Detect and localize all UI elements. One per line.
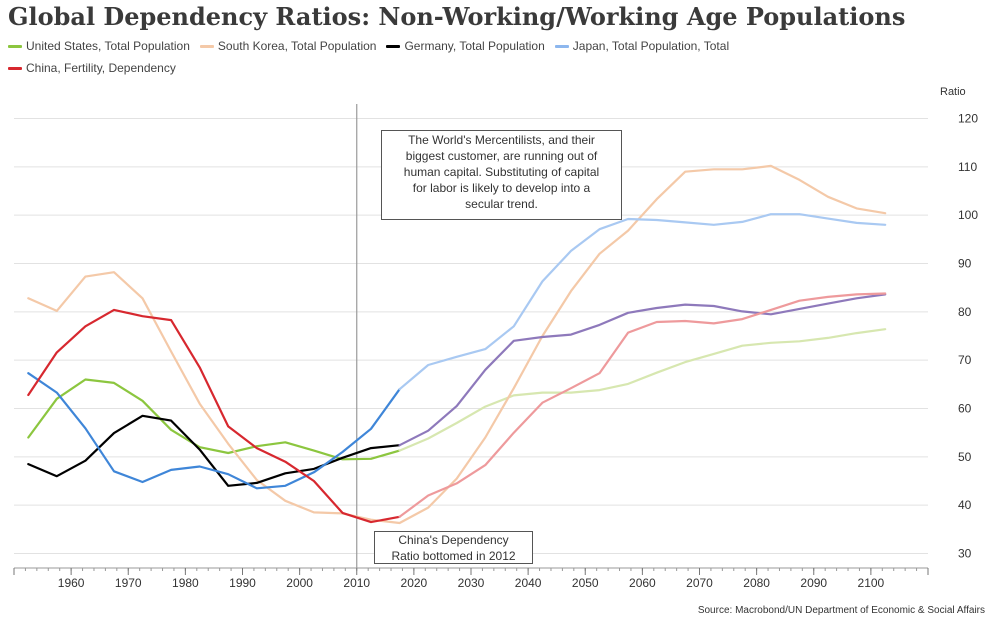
chart-legend: United States, Total Population South Ko… [8, 35, 908, 79]
y-tick-label: 60 [958, 402, 972, 416]
legend-row-1: United States, Total Population South Ko… [8, 35, 908, 57]
chart-title: Global Dependency Ratios: Non-Working/Wo… [8, 2, 906, 31]
series-line-2-historical [27, 414, 401, 487]
y-axis-label: Ratio [940, 86, 966, 98]
legend-label-china: China, Fertility, Dependency [26, 61, 176, 75]
series-line-4-historical [27, 308, 401, 524]
annotation-mercantilists: The World's Mercentilists, and their big… [381, 130, 622, 220]
series-line-0-historical [27, 378, 401, 461]
legend-item-japan: Japan, Total Population, Total [554, 39, 730, 53]
legend-item-us: United States, Total Population [8, 39, 190, 53]
x-tick-label: 2030 [458, 576, 485, 590]
y-tick-label: 80 [958, 305, 972, 319]
annotation-line: secular trend. [465, 197, 538, 211]
series-line-3-historical [27, 372, 401, 490]
x-tick-label: 2020 [401, 576, 428, 590]
annotation-line: Ratio bottomed in 2012 [391, 549, 516, 563]
x-tick-label: 2040 [515, 576, 542, 590]
legend-swatch-germany [386, 44, 401, 48]
x-tick-label: 2050 [572, 576, 599, 590]
x-tick-label: 2100 [858, 576, 885, 590]
series-line-3-projection [398, 213, 887, 391]
legend-label-south-korea: South Korea, Total Population [217, 39, 377, 53]
legend-row-2: China, Fertility, Dependency [8, 57, 908, 79]
y-tick-label: 30 [958, 547, 972, 561]
series-line-0-projection [398, 328, 887, 452]
y-tick-label: 40 [958, 498, 972, 512]
annotation-china-bottom: China's Dependency Ratio bottomed in 201… [374, 531, 533, 564]
annotation-line: for labor is likely to develop into a [412, 181, 591, 195]
y-tick-label: 50 [958, 450, 972, 464]
annotation-line: biggest customer, are running out of [405, 149, 598, 163]
x-tick-label: 2080 [743, 576, 770, 590]
legend-item-south-korea: South Korea, Total Population [199, 39, 377, 53]
y-tick-label: 70 [958, 353, 972, 367]
series-line-1-historical [27, 164, 887, 525]
x-tick-label: 1960 [58, 576, 85, 590]
legend-label-germany: Germany, Total Population [404, 39, 545, 53]
legend-item-china: China, Fertility, Dependency [8, 61, 176, 75]
x-tick-label: 1970 [115, 576, 142, 590]
legend-swatch-china [8, 66, 22, 70]
x-tick-label: 1980 [172, 576, 199, 590]
annotation-line: human capital. Substituting of capital [403, 165, 600, 179]
legend-swatch-japan [554, 44, 569, 48]
x-tick-label: 2070 [686, 576, 713, 590]
y-tick-label: 110 [958, 160, 977, 174]
y-tick-label: 100 [958, 208, 978, 222]
series-line-4-projection [398, 292, 887, 518]
series-line-2-projection [398, 293, 887, 447]
x-tick-label: 2000 [286, 576, 313, 590]
x-tick-label: 1990 [229, 576, 256, 590]
legend-label-us: United States, Total Population [26, 39, 190, 53]
y-tick-label: 120 [958, 112, 978, 126]
legend-swatch-us [8, 44, 22, 48]
source-note: Source: Macrobond/UN Department of Econo… [697, 605, 985, 616]
x-tick-label: 2060 [629, 576, 656, 590]
legend-swatch-south-korea [199, 44, 214, 48]
y-tick-label: 90 [958, 257, 972, 271]
x-tick-label: 2010 [343, 576, 370, 590]
legend-item-germany: Germany, Total Population [386, 39, 545, 53]
x-tick-label: 2090 [800, 576, 827, 590]
annotation-line: The World's Mercentilists, and their [408, 133, 595, 147]
annotation-line: China's Dependency [398, 533, 509, 547]
legend-label-japan: Japan, Total Population, Total [572, 39, 730, 53]
